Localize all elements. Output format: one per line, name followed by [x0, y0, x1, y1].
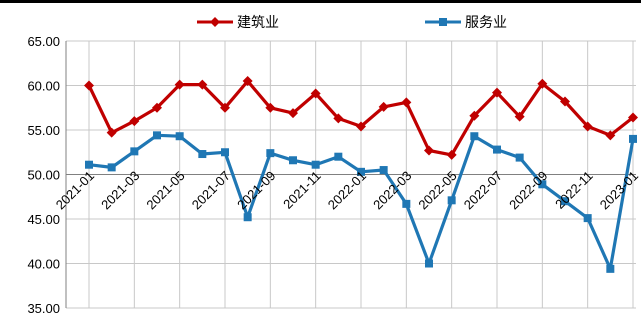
y-tick-label: 35.00	[27, 301, 60, 316]
data-point-diamond	[288, 108, 298, 119]
y-tick-label: 40.00	[27, 257, 60, 272]
data-point-square	[85, 160, 93, 169]
data-point-square	[198, 150, 207, 159]
data-point-square	[130, 147, 139, 156]
data-point-diamond	[174, 79, 185, 90]
legend-item: 服务业	[425, 15, 507, 31]
data-point-square	[425, 259, 433, 268]
data-point-square	[606, 264, 615, 273]
data-point-square	[379, 166, 388, 175]
y-tick-label: 55.00	[27, 123, 60, 138]
data-point-square	[583, 214, 592, 223]
data-point-diamond	[220, 102, 230, 113]
data-point-diamond	[560, 96, 570, 107]
data-point-square	[538, 180, 547, 189]
legend-label: 服务业	[465, 15, 507, 31]
y-tick-label: 45.00	[27, 212, 60, 227]
data-point-diamond	[197, 79, 208, 90]
data-point-diamond	[446, 149, 457, 160]
legend: 建筑业 服务业	[197, 15, 507, 31]
data-point-square	[311, 160, 320, 169]
series-lines	[84, 76, 638, 273]
legend-item: 建筑业	[197, 15, 279, 31]
data-point-diamond	[537, 78, 548, 89]
data-point-diamond	[152, 102, 162, 113]
data-point-diamond	[401, 97, 412, 108]
data-point-square	[493, 145, 501, 154]
data-point-diamond	[310, 88, 321, 99]
data-point-square	[153, 131, 161, 140]
y-tick-label: 50.00	[27, 168, 60, 183]
data-point-square	[175, 132, 184, 141]
data-point-square	[107, 163, 116, 172]
legend-label: 建筑业	[237, 15, 279, 31]
data-point-square	[221, 148, 229, 157]
top-border-line	[0, 0, 641, 3]
data-point-diamond	[378, 101, 389, 112]
data-point-square	[470, 132, 479, 141]
data-point-square	[266, 149, 275, 158]
legend-marker-square	[439, 18, 447, 26]
data-point-square	[515, 153, 524, 162]
data-point-diamond	[265, 102, 276, 113]
data-point-square	[357, 167, 365, 176]
data-point-square	[402, 199, 411, 208]
series-services	[85, 131, 637, 273]
data-point-square	[243, 213, 252, 222]
legend-marker-diamond	[210, 17, 220, 27]
data-point-diamond	[582, 121, 593, 132]
axes	[65, 41, 636, 308]
data-point-square	[334, 152, 343, 161]
series-construction	[84, 76, 638, 160]
data-point-diamond	[492, 87, 502, 98]
y-tick-label: 65.00	[27, 34, 60, 49]
data-point-diamond	[514, 111, 525, 122]
data-point-diamond	[356, 121, 366, 132]
data-point-square	[289, 156, 297, 165]
data-point-square	[561, 197, 569, 206]
data-point-diamond	[106, 127, 117, 138]
data-point-diamond	[242, 76, 253, 87]
data-point-diamond	[333, 113, 344, 124]
data-point-diamond	[129, 116, 140, 127]
data-point-diamond	[84, 80, 94, 91]
data-point-diamond	[605, 130, 616, 141]
y-axis-tick-labels: 35.00 40.00 45.00 50.00 55.00 60.00 65.00	[27, 34, 60, 316]
data-point-diamond	[469, 110, 480, 121]
data-point-square	[629, 134, 637, 143]
data-point-square	[447, 196, 456, 205]
top-border	[0, 0, 641, 3]
data-point-diamond	[628, 112, 638, 123]
data-point-diamond	[424, 145, 434, 156]
y-tick-label: 60.00	[27, 79, 60, 94]
